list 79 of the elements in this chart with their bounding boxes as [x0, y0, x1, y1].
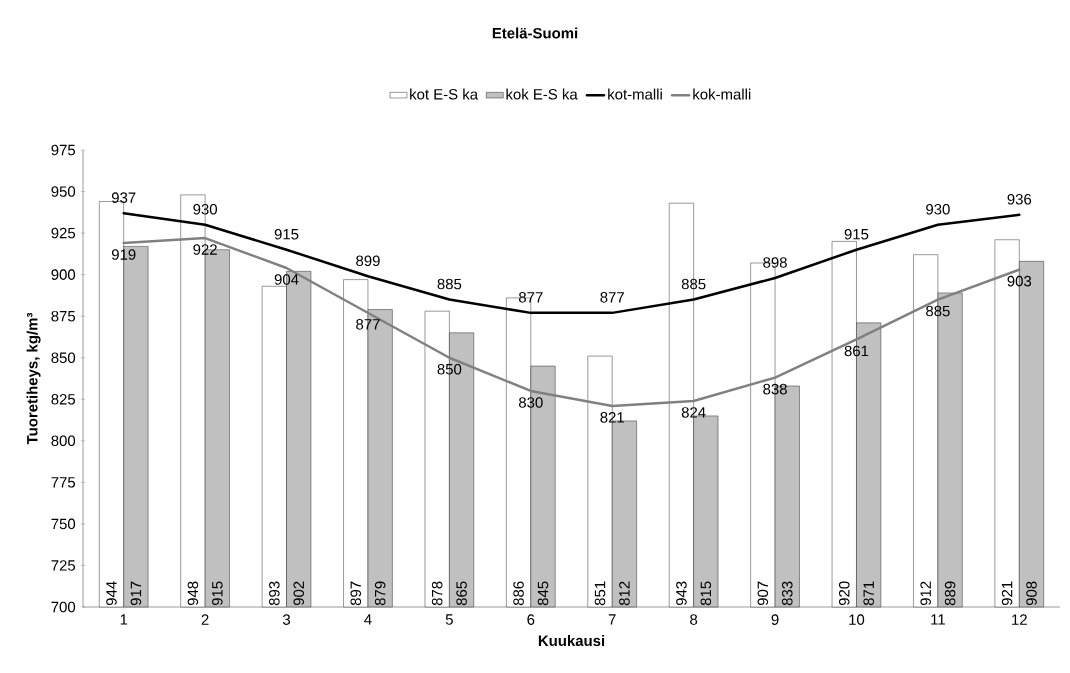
legend-label: kok-malli	[693, 88, 751, 100]
data-label: 915	[274, 228, 299, 240]
data-label: 865	[456, 581, 467, 606]
data-label: 930	[926, 204, 950, 215]
data-label: 845	[537, 581, 549, 606]
data-label: 821	[600, 412, 624, 423]
x-tick-label: 3	[282, 614, 291, 625]
y-tick-label: 750	[51, 518, 76, 530]
data-label: 922	[193, 244, 217, 255]
data-label: 930	[193, 204, 217, 215]
data-label: 879	[374, 581, 386, 606]
data-label: 907	[757, 581, 769, 606]
data-label: 886	[513, 581, 524, 606]
x-tick-label: 2	[201, 614, 209, 625]
data-label: 878	[431, 581, 443, 606]
x-tick-label: 5	[445, 614, 453, 625]
data-label: 921	[1001, 581, 1013, 606]
y-tick-label: 975	[51, 144, 76, 156]
data-label: 915	[844, 228, 869, 240]
data-label: 899	[356, 255, 380, 267]
data-label: 851	[594, 581, 606, 606]
y-tick-label: 725	[51, 560, 76, 571]
data-label: 885	[681, 278, 706, 290]
data-label: 898	[763, 257, 787, 268]
data-label: 937	[111, 192, 136, 203]
chart-title: Etelä-Suomi	[492, 27, 578, 39]
data-label: 897	[350, 581, 362, 606]
y-tick-label: 825	[51, 393, 76, 405]
y-tick-label: 700	[51, 601, 76, 613]
x-tick-label: 6	[527, 614, 535, 625]
data-label: 919	[111, 249, 136, 260]
data-label: 861	[844, 345, 869, 357]
x-tick-label: 4	[364, 614, 372, 625]
data-label: 824	[681, 407, 706, 418]
data-label: 838	[763, 383, 787, 395]
data-label: 903	[1007, 275, 1032, 287]
data-label: 904	[274, 274, 299, 285]
data-label: 920	[838, 581, 850, 606]
data-label: 850	[437, 363, 462, 375]
y-axis-title: Tuoretiheys, kg/m³	[26, 312, 41, 445]
data-label: 877	[518, 292, 543, 303]
data-label: 908	[1026, 581, 1037, 606]
x-tick-label: 7	[608, 614, 616, 625]
legend-label: kot-malli	[608, 88, 662, 100]
data-label: 833	[781, 581, 793, 606]
y-tick-label: 950	[51, 186, 76, 197]
data-label: 815	[700, 581, 712, 606]
data-label: 917	[130, 581, 142, 606]
y-tick-label: 875	[51, 310, 76, 322]
data-label: 936	[1007, 194, 1032, 205]
x-tick-label: 10	[849, 614, 865, 625]
x-tick-label: 12	[1012, 614, 1027, 625]
data-label: 877	[356, 319, 380, 330]
x-axis-title: Kuukausi	[538, 635, 605, 647]
x-tick-label: 1	[120, 614, 128, 625]
data-label: 889	[944, 581, 956, 606]
legend-label: kot E-S ka	[410, 88, 479, 100]
data-label: 893	[269, 581, 280, 606]
data-label: 944	[106, 581, 117, 606]
legend-label: kok E-S ka	[506, 88, 578, 100]
x-tick-label: 9	[771, 614, 779, 625]
y-tick-label: 775	[51, 477, 76, 488]
data-label: 830	[518, 397, 543, 408]
data-label: 885	[437, 278, 462, 290]
x-tick-label: 8	[690, 614, 698, 625]
data-label: 812	[619, 581, 630, 606]
data-label: 915	[212, 581, 223, 606]
y-tick-label: 800	[51, 435, 76, 447]
data-label: 877	[600, 292, 624, 303]
data-label: 912	[920, 581, 931, 606]
x-tick-label: 11	[931, 614, 945, 625]
y-tick-label: 925	[51, 227, 76, 239]
data-label: 885	[926, 305, 950, 317]
y-tick-label: 850	[51, 352, 76, 364]
data-label: 871	[863, 581, 874, 606]
y-tick-label: 900	[51, 269, 76, 280]
data-label: 902	[293, 581, 305, 606]
data-label: 948	[187, 581, 199, 606]
data-label: 943	[676, 581, 687, 606]
